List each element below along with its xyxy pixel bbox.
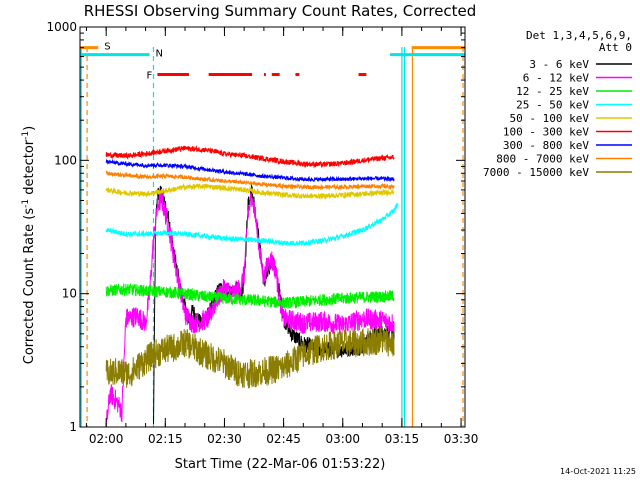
series-line-1 <box>105 189 395 426</box>
series-lines <box>105 145 399 426</box>
y-tick-label-0: 1 <box>69 420 77 434</box>
axes: 1 10 100 1000 02:00 02:15 02:30 02:45 03:00 03:15… <box>46 20 478 446</box>
legend-label-0: 3 - 6 keV <box>529 58 589 71</box>
y-axis-label: Corrected Count Rate (s-1 detector-1) <box>21 126 37 364</box>
legend-label-2: 12 - 25 keV <box>516 85 589 98</box>
x-tick-label-0: 02:00 <box>89 432 124 446</box>
flag-label-N: N <box>156 49 163 60</box>
x-tick-label-5: 03:15 <box>385 432 420 446</box>
x-tick-label-4: 03:00 <box>325 432 360 446</box>
series-line-3 <box>105 203 399 247</box>
series-line-7 <box>105 169 395 191</box>
x-axis-label: Start Time (22-Mar-06 01:53:22) <box>175 457 386 472</box>
y-tick-label-1: 10 <box>62 287 77 301</box>
series-line-2 <box>105 283 395 309</box>
series-line-6 <box>105 158 395 183</box>
flag-label-F: F <box>147 71 153 82</box>
series-line-4 <box>105 182 395 201</box>
legend-label-6: 300 - 800 keV <box>503 139 589 152</box>
series-line-8 <box>105 327 395 389</box>
legend-header-line2: Att 0 <box>599 41 632 54</box>
legend-label-7: 800 - 7000 keV <box>496 153 589 166</box>
legend-label-1: 6 - 12 keV <box>523 72 590 85</box>
footer-date: 14-Oct-2021 11:25 <box>560 467 636 476</box>
x-tick-label-2: 02:30 <box>207 432 242 446</box>
y-tick-label-3: 1000 <box>46 20 77 34</box>
legend-label-4: 50 - 100 keV <box>510 112 590 125</box>
x-tick-label-1: 02:15 <box>148 432 183 446</box>
x-tick-label-3: 02:45 <box>266 432 301 446</box>
chart-title: RHESSI Observing Summary Count Rates, Co… <box>84 2 477 20</box>
series-line-5 <box>105 145 395 169</box>
legend-label-8: 7000 - 15000 keV <box>483 166 589 179</box>
legend-label-5: 100 - 300 keV <box>503 126 589 139</box>
flag-label-S: S <box>104 42 110 53</box>
plot-frame <box>79 26 466 428</box>
legend-label-3: 25 - 50 keV <box>516 99 589 112</box>
y-tick-label-2: 100 <box>54 153 77 167</box>
legend-header-line1: Det 1,3,4,5,6,9, <box>526 29 632 42</box>
x-tick-label-6: 03:30 <box>444 432 479 446</box>
